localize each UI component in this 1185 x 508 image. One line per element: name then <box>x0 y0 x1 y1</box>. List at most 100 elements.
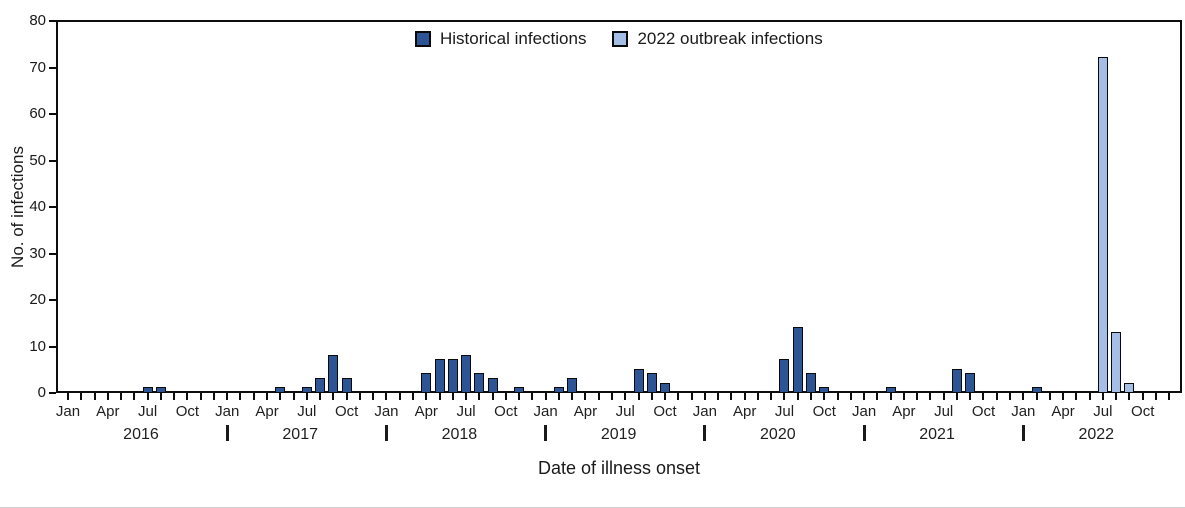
y-tick <box>49 345 56 348</box>
historical-swatch-icon <box>415 31 431 47</box>
legend-item-historical: Historical infections <box>415 29 586 49</box>
month-tick <box>571 393 574 400</box>
month-tick <box>199 393 202 400</box>
month-tick <box>1009 393 1012 400</box>
month-tick <box>226 393 229 400</box>
month-tick <box>1101 393 1104 400</box>
bar <box>792 327 803 393</box>
month-label: Jul <box>934 403 954 420</box>
bar <box>155 387 166 393</box>
month-tick <box>411 393 414 400</box>
y-tick <box>49 252 56 255</box>
month-tick <box>650 393 653 400</box>
y-tick-label: 70 <box>29 58 46 76</box>
month-tick <box>1088 393 1091 400</box>
month-tick <box>425 393 428 400</box>
month-tick <box>133 393 136 400</box>
bar <box>965 373 976 393</box>
month-label: Apr <box>1051 403 1075 420</box>
month-label: Jul <box>774 403 795 420</box>
month-tick <box>624 393 627 400</box>
month-tick <box>518 393 521 400</box>
bar <box>447 359 458 393</box>
month-tick <box>836 393 839 400</box>
month-tick <box>451 393 454 400</box>
month-tick <box>1168 393 1171 400</box>
month-tick <box>690 393 693 400</box>
month-tick <box>106 393 109 400</box>
month-tick <box>730 393 733 400</box>
month-label: Apr <box>255 403 279 420</box>
bar <box>434 359 445 393</box>
month-tick <box>610 393 613 400</box>
month-tick <box>770 393 773 400</box>
month-tick <box>358 393 361 400</box>
y-tick-label: 0 <box>37 384 46 401</box>
month-tick <box>531 393 534 400</box>
month-tick <box>345 393 348 400</box>
bar <box>951 369 962 393</box>
month-tick <box>717 393 720 400</box>
month-label: Oct <box>653 403 677 420</box>
month-tick <box>544 393 547 400</box>
bar <box>487 378 498 393</box>
month-tick <box>1128 393 1131 400</box>
month-label: Jan <box>692 403 717 420</box>
month-label: Jul <box>615 403 635 420</box>
month-tick <box>584 393 587 400</box>
year-label: 2018 <box>441 426 478 443</box>
y-axis-title: No. of infections <box>8 146 27 268</box>
bar <box>315 378 326 393</box>
month-tick <box>173 393 176 400</box>
bar <box>341 378 352 393</box>
month-tick <box>849 393 852 400</box>
month-tick <box>93 393 96 400</box>
month-tick <box>80 393 83 400</box>
month-label: Apr <box>573 403 598 420</box>
month-label: Jul <box>138 403 158 420</box>
bar <box>328 355 339 393</box>
y-tick <box>49 159 56 162</box>
month-tick <box>67 393 69 400</box>
month-tick <box>212 393 215 400</box>
year-label: 2021 <box>919 426 955 443</box>
month-tick <box>478 393 481 400</box>
month-tick <box>743 393 746 400</box>
y-tick-label: 60 <box>29 105 46 122</box>
bar <box>421 373 432 393</box>
legend-item-outbreak: 2022 outbreak infections <box>612 29 823 49</box>
month-tick <box>1154 393 1157 400</box>
month-label: Oct <box>812 403 836 420</box>
bar <box>142 387 153 393</box>
y-tick-label: 10 <box>29 337 46 355</box>
month-tick <box>319 393 322 400</box>
year-separator <box>1021 425 1025 441</box>
bar <box>819 387 830 393</box>
bar <box>646 373 657 393</box>
year-label: 2017 <box>282 426 318 443</box>
month-tick <box>186 393 189 400</box>
plot-area <box>56 20 1182 393</box>
month-tick <box>1022 393 1025 400</box>
month-tick <box>955 393 958 400</box>
month-label: Apr <box>414 403 438 420</box>
month-label: Jan <box>851 403 877 420</box>
month-tick <box>677 393 680 400</box>
month-tick <box>756 393 759 400</box>
month-tick <box>796 393 799 400</box>
bar <box>514 387 525 393</box>
month-label: Oct <box>1131 403 1155 420</box>
year-separator <box>384 425 388 441</box>
month-tick <box>239 393 242 400</box>
month-label: Apr <box>96 403 120 420</box>
month-label: Jan <box>374 403 399 420</box>
bar <box>779 359 790 393</box>
month-tick <box>385 393 388 400</box>
month-tick <box>1035 393 1038 400</box>
month-tick <box>372 393 375 400</box>
legend-label-historical: Historical infections <box>440 29 587 48</box>
y-tick <box>49 66 56 69</box>
bar <box>1097 57 1108 393</box>
month-tick <box>438 393 441 400</box>
